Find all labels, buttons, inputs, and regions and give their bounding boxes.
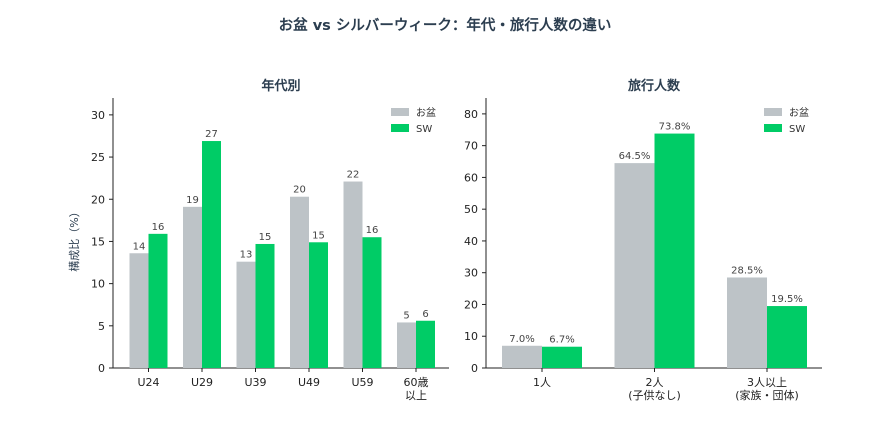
chart1-data-label: 20 (293, 185, 306, 196)
chart2-y-tick-label: 40 (464, 235, 478, 248)
chart1-x-tick-label: U59 (351, 376, 373, 389)
chart1-bar-obon (129, 253, 149, 368)
chart2-data-label: 7.0% (509, 334, 534, 345)
chart2-y-tick-label: 60 (464, 171, 478, 184)
chart2-y-tick-label: 20 (464, 298, 478, 311)
chart1-y-tick-label: 10 (91, 278, 105, 291)
chart1-data-label: 16 (152, 222, 165, 233)
chart1-x-tick-label: 60歳 (404, 376, 429, 389)
chart1-data-label: 19 (186, 195, 199, 206)
chart2-x-tick-label: 1人 (533, 376, 551, 389)
chart1-x-tick-label: U39 (244, 376, 266, 389)
chart2-bar-obon (614, 163, 655, 368)
chart2-data-label: 64.5% (619, 151, 651, 162)
chart1-bar-sw (255, 243, 275, 368)
chart2-x-tick-label: 2人 (646, 376, 664, 389)
chart1-bar-sw (202, 141, 221, 368)
chart2-x-tick-label: 3人以上 (747, 376, 787, 389)
chart1-y-tick-label: 25 (91, 151, 105, 164)
chart1-bar-sw (309, 242, 328, 368)
chart2-legend-swatch-sw (764, 124, 782, 132)
chart1-y-tick-label: 0 (98, 362, 105, 375)
chart1-legend-label: お盆 (416, 106, 436, 119)
chart2-bar-obon (727, 277, 767, 368)
chart2-legend-swatch-obon (764, 108, 782, 116)
chart2-bar-sw (654, 133, 695, 368)
chart2-legend-label: SW (789, 124, 805, 135)
chart1-data-label: 15 (259, 232, 272, 243)
chart2-y-tick-label: 30 (464, 267, 478, 280)
chart1-x-tick-label: U24 (137, 376, 159, 389)
chart1-legend-swatch-obon (391, 108, 409, 116)
chart1-y-tick-label: 5 (98, 320, 105, 333)
chart2-data-label: 73.8% (659, 122, 691, 133)
chart1-x-tick-label: U29 (191, 376, 213, 389)
chart1-data-label: 16 (366, 225, 379, 236)
chart1-bar-obon (236, 261, 256, 368)
chart2-y-tick-label: 80 (464, 108, 478, 121)
chart1-bar-obon (397, 322, 416, 368)
chart2-data-label: 28.5% (731, 265, 763, 276)
chart1-x-tick-label: U49 (298, 376, 320, 389)
chart1-bar-sw (362, 237, 382, 368)
chart1-data-label: 14 (133, 241, 146, 252)
chart1-data-label: 22 (347, 170, 360, 181)
chart1-bar-sw (416, 320, 435, 368)
chart1-y-tick-label: 15 (91, 235, 105, 248)
chart2-y-tick-label: 70 (464, 140, 478, 153)
chart1-data-label: 13 (240, 250, 253, 261)
chart1-y-axis-label: 構成比（%） (68, 206, 81, 271)
chart2-y-tick-label: 50 (464, 203, 478, 216)
chart1-data-label: 6 (422, 309, 428, 320)
chart1-bar-obon (183, 206, 202, 368)
chart2-title: 旅行人数 (628, 78, 681, 94)
chart1-title: 年代別 (261, 78, 300, 94)
chart1-bar-sw (148, 233, 168, 368)
chart1-data-label: 5 (403, 310, 409, 321)
chart2-bar-obon (502, 345, 542, 368)
chart2-y-tick-label: 0 (471, 362, 478, 375)
chart2-x-tick-label: (子供なし) (628, 388, 681, 402)
chart1-x-tick-label: 以上 (405, 389, 427, 402)
chart2-bar-sw (542, 346, 582, 368)
chart2-y-tick-label: 10 (464, 330, 478, 343)
chart1-data-label: 27 (205, 129, 218, 140)
chart2-bar-sw (767, 306, 807, 368)
chart2-data-label: 19.5% (771, 294, 803, 305)
chart1-data-label: 15 (312, 230, 325, 241)
chart1-bar-obon (343, 181, 363, 368)
chart2-data-label: 6.7% (549, 335, 574, 346)
chart1-legend-swatch-sw (391, 124, 409, 132)
chart1-legend-label: SW (416, 124, 432, 135)
chart2-legend-label: お盆 (789, 106, 809, 119)
figure-title: お盆 vs シルバーウィーク：年代・旅行人数の違い (278, 18, 612, 34)
chart1-y-tick-label: 30 (91, 109, 105, 122)
chart1-bar-obon (290, 196, 309, 368)
chart1-y-tick-label: 20 (91, 193, 105, 206)
chart2-x-tick-label: (家族・団体) (735, 388, 799, 402)
